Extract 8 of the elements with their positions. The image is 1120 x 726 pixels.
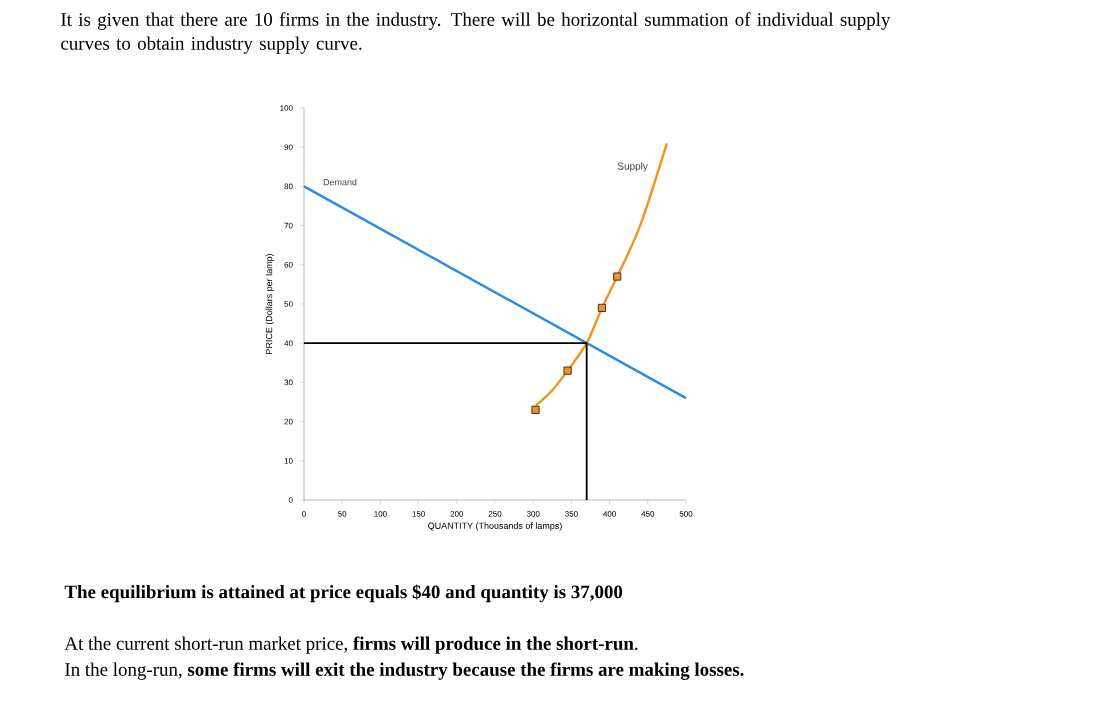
text: At the current short-run market price, firms will produce in the short-run. [64,636,638,654]
point [531,405,540,414]
chart-title: It is given that there are 10 firms in the industry. There will be horizontal summation of individual supply curves to obtain industry supply curve. [61,12,891,54]
text: The equilibrium is attained at price equals $40 and quantity is 37,000 [64,584,623,603]
text: In the long-run, some firms will exit the industry because the firms are making losses. [65,662,744,680]
point [613,272,622,281]
point [563,366,572,375]
point [597,303,607,313]
